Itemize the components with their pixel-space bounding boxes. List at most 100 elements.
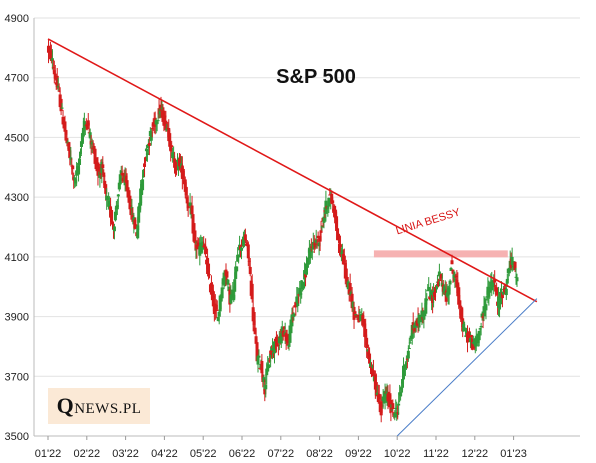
y-tick-label: 4100: [5, 252, 29, 264]
candle-body: [184, 186, 188, 196]
candle-body: [175, 162, 179, 170]
y-tick-label: 4300: [5, 192, 29, 204]
candle-body: [94, 158, 98, 165]
candle-body: [507, 269, 511, 273]
grid-lines: [33, 17, 580, 437]
candle-body: [113, 211, 117, 221]
candle-body: [230, 294, 234, 298]
candle-body: [437, 271, 441, 277]
candle-body: [289, 320, 293, 334]
candle-body: [247, 260, 251, 262]
candle-body: [448, 280, 452, 285]
candle-body: [150, 128, 154, 130]
candle-body: [183, 179, 187, 192]
candle-body: [216, 316, 220, 322]
candle-body: [366, 350, 370, 352]
candle-body: [168, 133, 172, 147]
candle-body: [436, 281, 440, 287]
candle-body: [78, 158, 82, 165]
candle-body: [59, 98, 63, 111]
candle-body: [359, 315, 363, 321]
resistance-band: [373, 250, 508, 258]
candle-body: [481, 316, 485, 319]
candle-body: [242, 238, 246, 243]
candle-body: [193, 230, 197, 244]
candle-body: [397, 403, 401, 406]
candle-body: [425, 298, 429, 301]
candle-body: [439, 274, 443, 279]
candle-body: [511, 266, 515, 268]
candle-body: [211, 291, 215, 307]
candle-body: [130, 207, 134, 209]
candle-body: [50, 58, 54, 61]
y-tick-label: 3700: [5, 371, 29, 383]
candle-body: [217, 311, 221, 316]
candle-body: [208, 274, 212, 276]
candle-body: [134, 224, 138, 229]
candle-body: [294, 301, 298, 307]
candle-body: [165, 127, 169, 131]
candle-body: [394, 407, 398, 410]
candle-body: [502, 288, 506, 293]
candle-body: [420, 310, 424, 321]
candle-body: [181, 168, 185, 179]
candle-body: [292, 313, 296, 317]
candle-body: [73, 177, 77, 180]
candle-body: [362, 318, 366, 326]
candle-body: [110, 210, 114, 222]
candle-body: [467, 331, 471, 340]
candle-body: [429, 290, 433, 298]
candle-body: [335, 216, 339, 231]
candle-body: [369, 366, 373, 375]
candle-body: [229, 294, 233, 304]
candle-body: [63, 121, 67, 132]
candle-body: [172, 155, 176, 159]
candle-body: [144, 148, 148, 152]
y-tick-label: 4500: [5, 132, 29, 144]
candle-body: [57, 90, 61, 92]
candle-body: [96, 166, 100, 176]
candle-body: [434, 286, 438, 291]
candle-body: [262, 377, 266, 382]
candle-body: [495, 287, 499, 295]
candle-body: [125, 180, 129, 190]
candle-body: [478, 328, 482, 330]
candle-body: [510, 256, 514, 266]
candle-body: [55, 75, 59, 88]
candle-body: [169, 146, 173, 152]
candle-body: [154, 119, 158, 125]
candle-body: [225, 271, 229, 278]
candle-body: [120, 172, 124, 176]
candle-body: [245, 242, 249, 246]
x-tick-label: 12'22: [462, 448, 489, 460]
candle-body: [253, 327, 257, 335]
candle-body: [493, 278, 497, 283]
candle-body: [95, 161, 99, 171]
candle-body: [368, 353, 372, 364]
candle-body: [171, 152, 175, 159]
candle-body: [426, 290, 430, 292]
candle-body: [197, 242, 201, 250]
candle-body: [143, 157, 147, 162]
candle-body: [308, 248, 312, 259]
candle-body: [449, 267, 453, 271]
candle-body: [479, 326, 483, 328]
candle-body: [458, 300, 462, 308]
candle-body: [155, 122, 159, 124]
candle-body: [223, 277, 227, 281]
x-tick-label: 09'22: [345, 448, 372, 460]
y-tick-label: 4900: [5, 13, 29, 25]
candle-body: [369, 363, 373, 367]
x-tick-label: 08'22: [306, 448, 333, 460]
x-axis-ticks: 01'22 02'22 03'22 04'22 05'22 06'22 07'22 08'22…: [35, 436, 527, 460]
logo-rest: NEWS.PL: [74, 401, 142, 417]
candle-body: [322, 216, 326, 223]
candle-body: [272, 341, 276, 354]
candle-body: [269, 353, 273, 358]
candle-body: [314, 239, 318, 243]
trendline: [396, 298, 538, 437]
candle-body: [268, 360, 272, 362]
candle-body: [353, 311, 357, 314]
candle-body: [418, 318, 422, 320]
